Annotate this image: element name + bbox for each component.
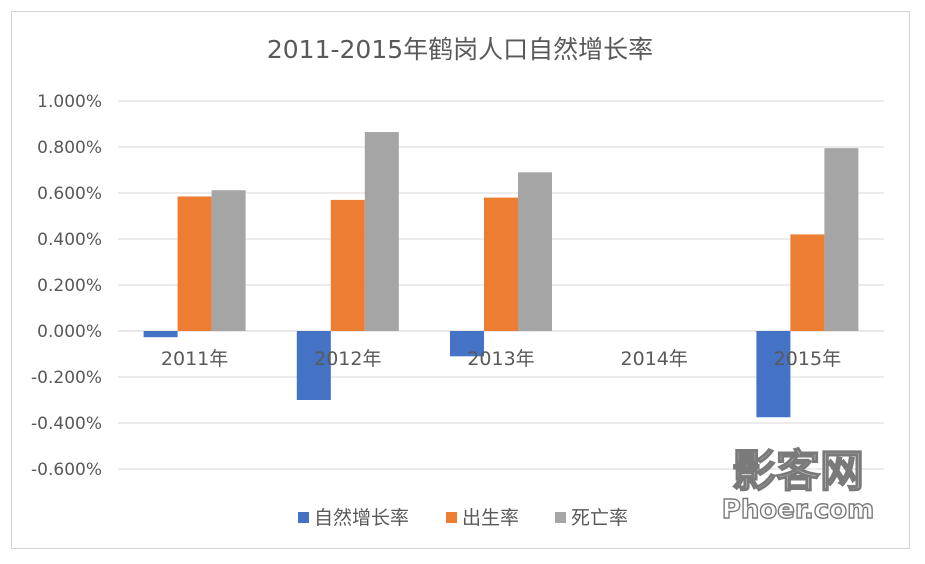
- x-axis-categories: 2011年 2012年 2013年 2014年 2015年: [161, 348, 841, 370]
- legend-label: 死亡率: [571, 507, 628, 529]
- bar-自然增长率-2013年: [450, 331, 484, 357]
- chart-title: 2011-2015年鹤岗人口自然增长率: [267, 35, 653, 64]
- x-category-label: 2013年: [467, 348, 534, 370]
- bar-死亡率-2015年: [824, 148, 859, 331]
- y-axis-ticks: 1.000% 0.800% 0.600% 0.400% 0.200% 0.000% -0.2…: [31, 92, 102, 480]
- y-tick-label: 0.800%: [37, 138, 102, 158]
- watermark-line-2: Phoer.com: [722, 495, 874, 525]
- bar-出生率-2011年: [177, 196, 212, 331]
- bar-自然增长率-2011年: [143, 331, 178, 338]
- y-tick-label: 0.200%: [37, 276, 102, 296]
- bar-死亡率-2013年: [518, 172, 552, 331]
- x-category-label: 2012年: [314, 348, 381, 370]
- y-tick-label: -0.200%: [31, 368, 102, 388]
- legend-label: 出生率: [462, 507, 519, 529]
- y-tick-label: 0.000%: [37, 322, 102, 342]
- bar-死亡率-2012年: [364, 132, 399, 331]
- bar-自然增长率-2012年: [296, 331, 331, 400]
- y-tick-label: 0.600%: [37, 184, 102, 204]
- legend: 自然增长率 出生率 死亡率: [298, 507, 628, 529]
- x-category-label: 2014年: [621, 348, 688, 370]
- legend-swatch: [298, 512, 309, 523]
- legend-swatch: [555, 512, 566, 523]
- legend-label: 自然增长率: [314, 507, 409, 529]
- y-tick-label: 0.400%: [37, 230, 102, 250]
- watermark-line-1: 影客网: [732, 446, 864, 497]
- legend-swatch: [446, 512, 457, 523]
- bar-出生率-2015年: [790, 234, 825, 331]
- x-category-label: 2011年: [161, 348, 228, 370]
- y-tick-label: 1.000%: [37, 92, 102, 112]
- y-tick-label: -0.600%: [31, 460, 102, 480]
- bars: [143, 132, 859, 418]
- bar-出生率-2013年: [484, 197, 518, 331]
- x-category-label: 2015年: [774, 348, 841, 370]
- bar-自然增长率-2015年: [756, 331, 791, 418]
- watermark-logo: 影客网 Phoer.com: [721, 445, 875, 526]
- bar-出生率-2012年: [330, 199, 365, 331]
- y-tick-label: -0.400%: [31, 414, 102, 434]
- bar-死亡率-2011年: [211, 190, 246, 331]
